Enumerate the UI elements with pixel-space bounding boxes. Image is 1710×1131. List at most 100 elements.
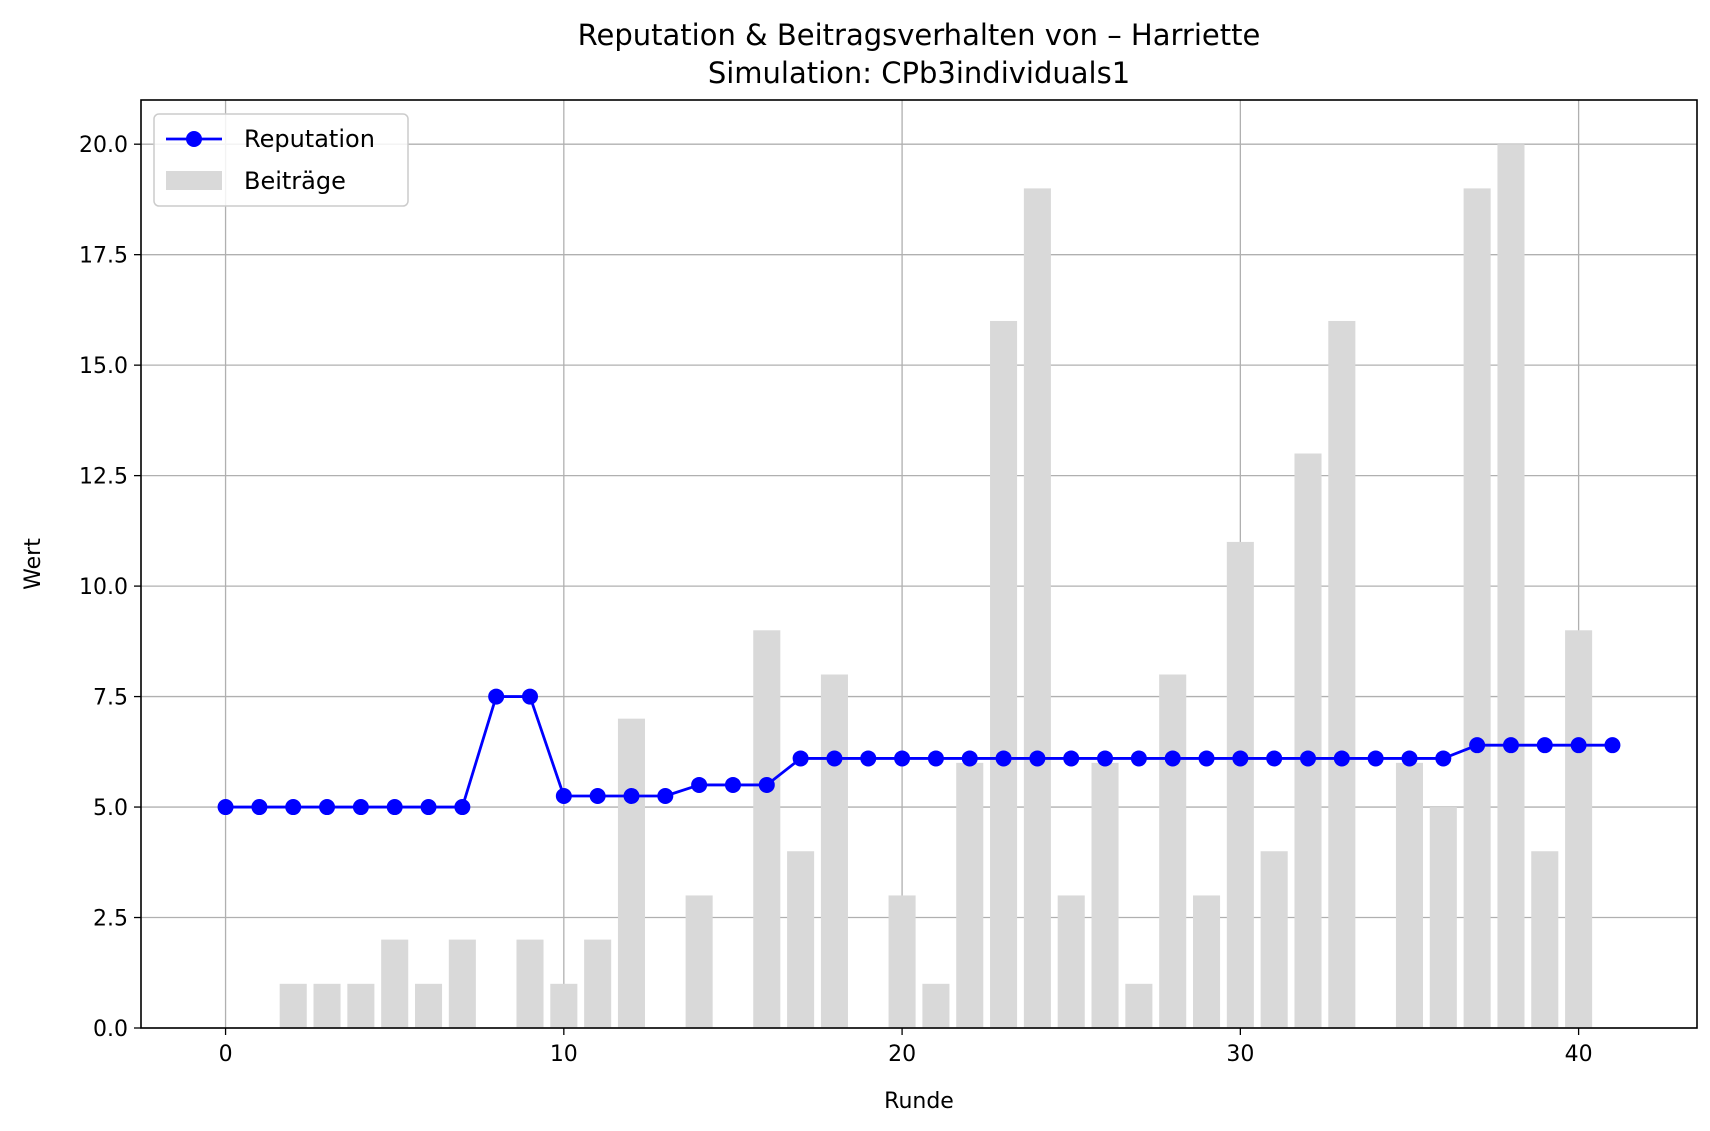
reputation-point-22 [961, 750, 978, 767]
reputation-point-32 [1300, 750, 1316, 767]
bar-series-beitraege [279, 144, 1593, 1028]
bar-runde-9 [516, 939, 544, 1028]
y-tick-label: 20.0 [79, 133, 128, 158]
reputation-point-16 [758, 776, 775, 793]
reputation-point-4 [352, 799, 369, 816]
reputation-point-11 [589, 788, 606, 804]
bar-runde-3 [313, 983, 341, 1028]
bar-runde-5 [381, 939, 409, 1028]
y-tick-label: 17.5 [79, 244, 128, 269]
bar-runde-25 [1057, 895, 1085, 1028]
bar-runde-23 [990, 320, 1018, 1028]
bar-runde-2 [279, 983, 307, 1028]
bar-runde-10 [550, 983, 578, 1028]
reputation-point-27 [1130, 750, 1147, 767]
reputation-point-13 [657, 788, 674, 804]
reputation-point-21 [927, 750, 944, 767]
bar-runde-32 [1294, 453, 1322, 1028]
reputation-point-39 [1536, 737, 1553, 754]
y-tick-label: 7.5 [93, 686, 128, 711]
bar-runde-36 [1429, 807, 1457, 1028]
bar-runde-33 [1328, 320, 1356, 1028]
bar-runde-20 [888, 895, 916, 1028]
reputation-point-18 [826, 750, 843, 767]
reputation-point-37 [1469, 737, 1486, 754]
legend: Reputation Beiträge [153, 113, 409, 207]
reputation-point-5 [386, 799, 403, 816]
reputation-point-38 [1502, 737, 1519, 754]
reputation-point-15 [724, 776, 741, 793]
reputation-point-19 [860, 750, 877, 767]
x-tick-label: 20 [888, 1042, 916, 1067]
bar-runde-40 [1565, 630, 1593, 1028]
reputation-point-31 [1266, 750, 1283, 767]
bar-runde-31 [1260, 851, 1288, 1028]
reputation-point-8 [488, 688, 505, 705]
reputation-point-23 [995, 750, 1012, 767]
reputation-point-29 [1198, 750, 1215, 767]
bar-runde-22 [956, 762, 984, 1028]
y-tick-label: 2.5 [93, 907, 128, 932]
bar-runde-16 [753, 630, 781, 1028]
reputation-point-33 [1333, 750, 1350, 767]
y-tick-label: 10.0 [79, 575, 128, 600]
bar-runde-30 [1226, 541, 1254, 1028]
bar-runde-18 [820, 674, 848, 1028]
reputation-point-34 [1367, 750, 1384, 767]
bar-runde-14 [685, 895, 713, 1028]
y-tick-label: 0.0 [93, 1017, 128, 1042]
axis-ticks: 0 10 20 30 40 0.0 2.5 5.0 7.5 10.0 12.5 15.0 17.5 20.… [79, 133, 1593, 1067]
bar-runde-4 [347, 983, 375, 1028]
x-tick-label: 0 [219, 1042, 233, 1067]
line-series-reputation [217, 688, 1621, 816]
x-axis-label: Runde [884, 1089, 954, 1114]
plot-area-frame [140, 99, 1698, 1029]
bar-runde-7 [448, 939, 476, 1028]
reputation-point-20 [894, 750, 911, 767]
reputation-point-7 [454, 799, 471, 816]
y-tick-label: 15.0 [79, 354, 128, 379]
bar-runde-21 [922, 983, 950, 1028]
bar-runde-6 [414, 983, 443, 1028]
reputation-point-41 [1604, 737, 1621, 754]
reputation-point-28 [1164, 750, 1181, 767]
reputation-point-9 [522, 688, 538, 705]
reputation-point-25 [1063, 750, 1080, 767]
reputation-point-17 [792, 750, 809, 767]
y-tick-label: 5.0 [93, 796, 128, 821]
bar-runde-11 [584, 939, 612, 1028]
reputation-point-26 [1097, 750, 1114, 767]
legend-beitraege-swatch-icon [166, 171, 222, 190]
chart-title: Reputation & Beitragsverhalten von – Har… [578, 18, 1261, 52]
reputation-point-10 [555, 788, 572, 804]
bar-runde-24 [1023, 188, 1051, 1028]
legend-label-reputation: Reputation [244, 125, 375, 153]
x-tick-label: 10 [550, 1042, 578, 1067]
reputation-point-0 [217, 799, 234, 816]
reputation-point-6 [420, 799, 437, 816]
reputation-point-1 [251, 799, 268, 816]
x-tick-label: 40 [1565, 1042, 1593, 1067]
chart-subtitle: Simulation: CPb3individuals1 [708, 56, 1130, 90]
reputation-point-40 [1570, 737, 1587, 754]
reputation-point-2 [285, 799, 302, 816]
bar-runde-37 [1463, 188, 1491, 1028]
bar-runde-28 [1159, 674, 1187, 1028]
bar-runde-29 [1192, 895, 1221, 1028]
bar-runde-35 [1395, 762, 1424, 1028]
y-tick-label: 12.5 [79, 465, 128, 490]
bar-runde-17 [787, 851, 815, 1028]
bar-runde-38 [1497, 144, 1525, 1028]
bar-runde-12 [617, 718, 646, 1028]
bar-runde-27 [1125, 983, 1153, 1028]
reputation-point-3 [319, 799, 336, 816]
reputation-point-35 [1401, 750, 1418, 767]
x-tick-label: 30 [1226, 1042, 1254, 1067]
reputation-point-30 [1232, 750, 1249, 767]
y-axis-label: Wert [21, 538, 46, 590]
reputation-point-14 [691, 776, 708, 793]
bar-runde-26 [1091, 762, 1119, 1028]
legend-reputation-marker-icon [186, 131, 202, 147]
reputation-point-12 [623, 788, 640, 804]
